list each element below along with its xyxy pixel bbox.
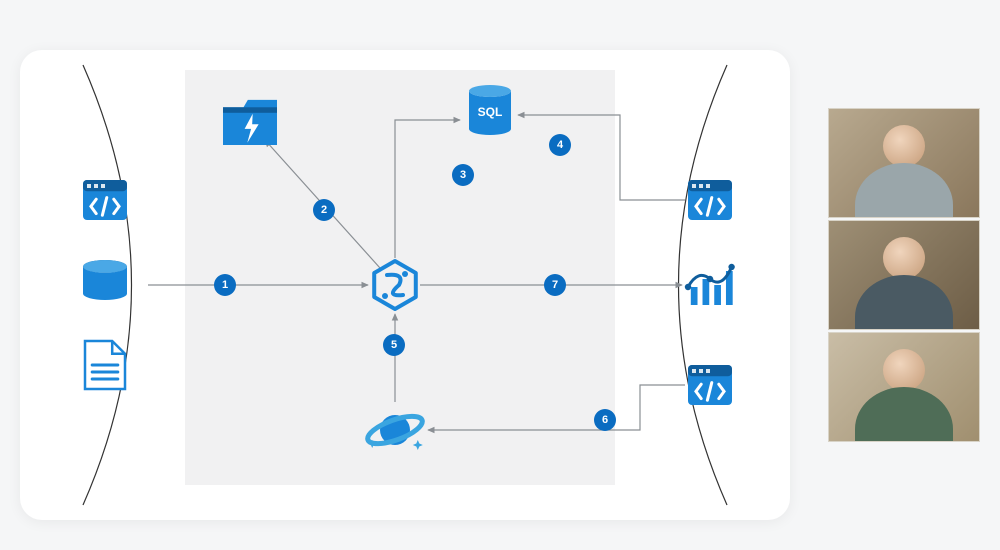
- participant-photo-3: [828, 332, 980, 442]
- stage: SQL 1234567: [0, 0, 1000, 550]
- step-badge-7: 7: [544, 274, 566, 296]
- participant-photo-2: [828, 220, 980, 330]
- step-badge-5: 5: [383, 334, 405, 356]
- participant-photo-1: [828, 108, 980, 218]
- step-badge-6: 6: [594, 409, 616, 431]
- participant-photos: [828, 108, 980, 442]
- step-badge-2: 2: [313, 199, 335, 221]
- step-badge-4: 4: [549, 134, 571, 156]
- step-badge-3: 3: [452, 164, 474, 186]
- step-badge-1: 1: [214, 274, 236, 296]
